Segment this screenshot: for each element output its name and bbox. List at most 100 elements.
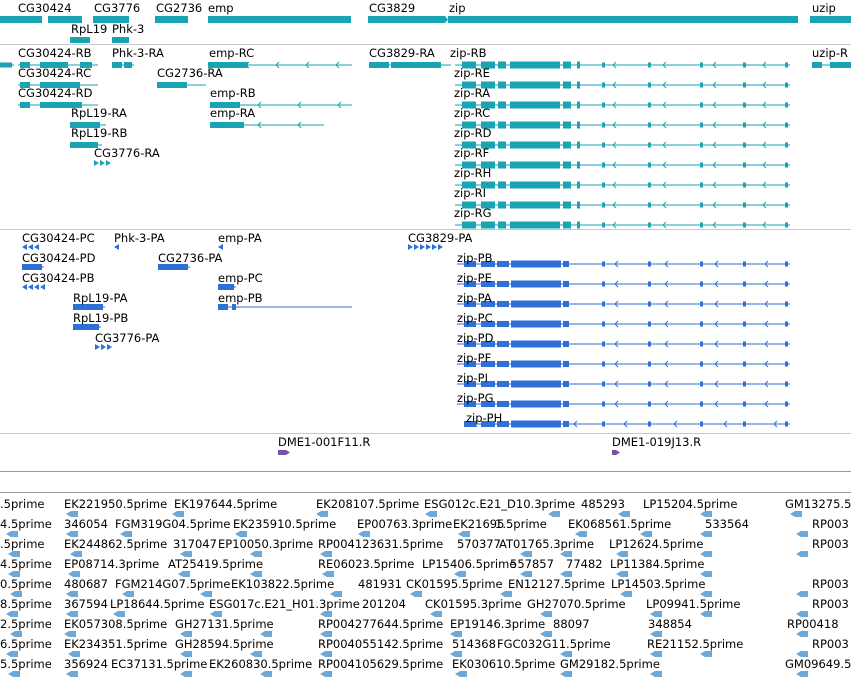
transcript-label[interactable]: CG3829-RA — [369, 46, 435, 60]
est-glyph[interactable] — [796, 671, 810, 677]
est-glyph[interactable] — [178, 571, 192, 577]
est-glyph[interactable] — [450, 651, 464, 657]
est-glyph[interactable] — [796, 531, 810, 537]
feature-glyph[interactable] — [455, 101, 790, 109]
est-glyph[interactable] — [650, 671, 664, 677]
transcript-label[interactable]: RpL19-RB — [71, 126, 128, 140]
feature-glyph[interactable] — [457, 320, 790, 328]
transcript-label[interactable]: CG3776-RA — [94, 146, 160, 160]
protein-label-zip[interactable]: zip-PF — [457, 351, 492, 365]
est-label[interactable]: 356924 — [64, 657, 108, 671]
protein-label-zip[interactable]: zip-PH — [466, 411, 503, 425]
est-label[interactable]: GM09649.5 — [785, 657, 851, 671]
est-label[interactable]: GM13275.5 — [785, 497, 851, 511]
transcript-label[interactable]: CG30424-RC — [18, 66, 92, 80]
est-label[interactable]: GH27131.5prime — [175, 617, 274, 631]
est-glyph[interactable] — [172, 511, 186, 517]
est-label[interactable]: RE21152.5prime — [647, 637, 744, 651]
est-label[interactable]: RP004123631.5prime — [318, 537, 444, 551]
est-label[interactable]: .5prime — [0, 497, 45, 511]
feature-glyph[interactable] — [455, 141, 790, 149]
est-glyph[interactable] — [650, 651, 664, 657]
feature-glyph[interactable] — [0, 62, 14, 68]
est-glyph[interactable] — [560, 671, 574, 677]
est-label[interactable]: CK01595.5prime — [406, 577, 503, 591]
feature-glyph[interactable] — [210, 101, 352, 109]
est-glyph[interactable] — [425, 511, 439, 517]
est-label[interactable]: 557857 — [510, 557, 554, 571]
gene-label-cg3829[interactable]: CG3829 — [369, 1, 416, 15]
est-label[interactable]: EK068561.5prime — [568, 517, 672, 531]
feature-glyph[interactable] — [95, 344, 112, 350]
est-glyph[interactable] — [320, 551, 334, 557]
protein-label[interactable]: CG30424-PC — [22, 231, 95, 245]
est-glyph[interactable] — [68, 571, 82, 577]
est-glyph[interactable] — [640, 531, 654, 537]
est-glyph[interactable] — [6, 651, 20, 657]
est-label[interactable]: 6.5prime — [0, 637, 52, 651]
est-glyph[interactable] — [790, 511, 804, 517]
transcript-label-zip[interactable]: zip-RG — [454, 206, 492, 220]
est-glyph[interactable] — [700, 611, 714, 617]
est-label[interactable]: 88097 — [553, 617, 590, 631]
feature-glyph[interactable] — [158, 264, 190, 270]
est-label[interactable]: 346054 — [64, 517, 108, 531]
est-glyph[interactable] — [700, 511, 714, 517]
transcript-label[interactable]: emp-RB — [210, 86, 256, 100]
feature-glyph[interactable] — [457, 340, 790, 348]
est-glyph[interactable] — [796, 551, 810, 557]
est-label[interactable]: EK21695 — [453, 517, 505, 531]
est-glyph[interactable] — [358, 531, 372, 537]
est-glyph[interactable] — [113, 611, 127, 617]
feature-glyph[interactable] — [457, 280, 790, 288]
est-glyph[interactable] — [320, 611, 334, 617]
gene-label-emp[interactable]: emp — [208, 1, 234, 15]
est-label[interactable]: LP12624.5prime — [609, 537, 704, 551]
feature-glyph[interactable] — [457, 380, 790, 388]
feature-glyph[interactable] — [455, 121, 790, 129]
gene-label-cg30424[interactable]: CG30424 — [18, 1, 72, 15]
gene-label-phk3[interactable]: Phk-3 — [112, 22, 145, 36]
est-label[interactable]: EK197644.5prime — [174, 497, 278, 511]
gene-label-rpl19[interactable]: RpL19 — [71, 22, 108, 36]
est-glyph[interactable] — [454, 571, 468, 577]
protein-label-zip[interactable]: zip-PG — [457, 391, 494, 405]
feature-glyph[interactable] — [218, 284, 236, 290]
transcript-label-zip[interactable]: zip-RC — [454, 106, 491, 120]
est-label[interactable]: 317047 — [173, 537, 217, 551]
protein-label-zip[interactable]: zip-PI — [457, 371, 489, 385]
feature-glyph[interactable] — [73, 304, 105, 310]
est-glyph[interactable] — [560, 571, 574, 577]
est-label[interactable]: CK01595.3prime — [425, 597, 522, 611]
est-glyph[interactable] — [450, 631, 464, 637]
est-label[interactable]: 367594 — [64, 597, 108, 611]
est-label[interactable]: EK260830.5prime — [209, 657, 313, 671]
est-label[interactable]: LP15204.5prime — [643, 497, 738, 511]
est-glyph[interactable] — [500, 591, 514, 597]
gene-label-cg2736[interactable]: CG2736 — [156, 1, 203, 15]
est-glyph[interactable] — [8, 551, 22, 557]
est-glyph[interactable] — [122, 591, 136, 597]
est-glyph[interactable] — [70, 551, 84, 557]
est-label[interactable]: 201204 — [362, 597, 406, 611]
est-label[interactable]: 485293 — [581, 497, 625, 511]
est-label[interactable]: LP14503.5prime — [611, 577, 706, 591]
est-label[interactable]: 1.5prime — [495, 517, 547, 531]
protein-label[interactable]: emp-PC — [218, 271, 263, 285]
est-glyph[interactable] — [700, 651, 714, 657]
est-label[interactable]: 4.5prime — [0, 517, 52, 531]
est-label[interactable]: EP19146.3prime — [450, 617, 546, 631]
est-glyph[interactable] — [410, 591, 424, 597]
est-glyph[interactable] — [700, 531, 714, 537]
est-glyph[interactable] — [250, 651, 264, 657]
est-glyph[interactable] — [180, 651, 194, 657]
feature-glyph[interactable] — [210, 121, 324, 129]
est-glyph[interactable] — [260, 631, 274, 637]
est-glyph[interactable] — [316, 511, 330, 517]
protein-label[interactable]: CG3776-PA — [95, 331, 160, 345]
est-glyph[interactable] — [796, 591, 810, 597]
transcript-label[interactable]: CG30424-RB — [18, 46, 92, 60]
est-label[interactable]: 5.5prime — [0, 657, 52, 671]
est-label[interactable]: 514368 — [452, 637, 496, 651]
est-label[interactable]: RP004055142.5prime — [318, 637, 444, 651]
